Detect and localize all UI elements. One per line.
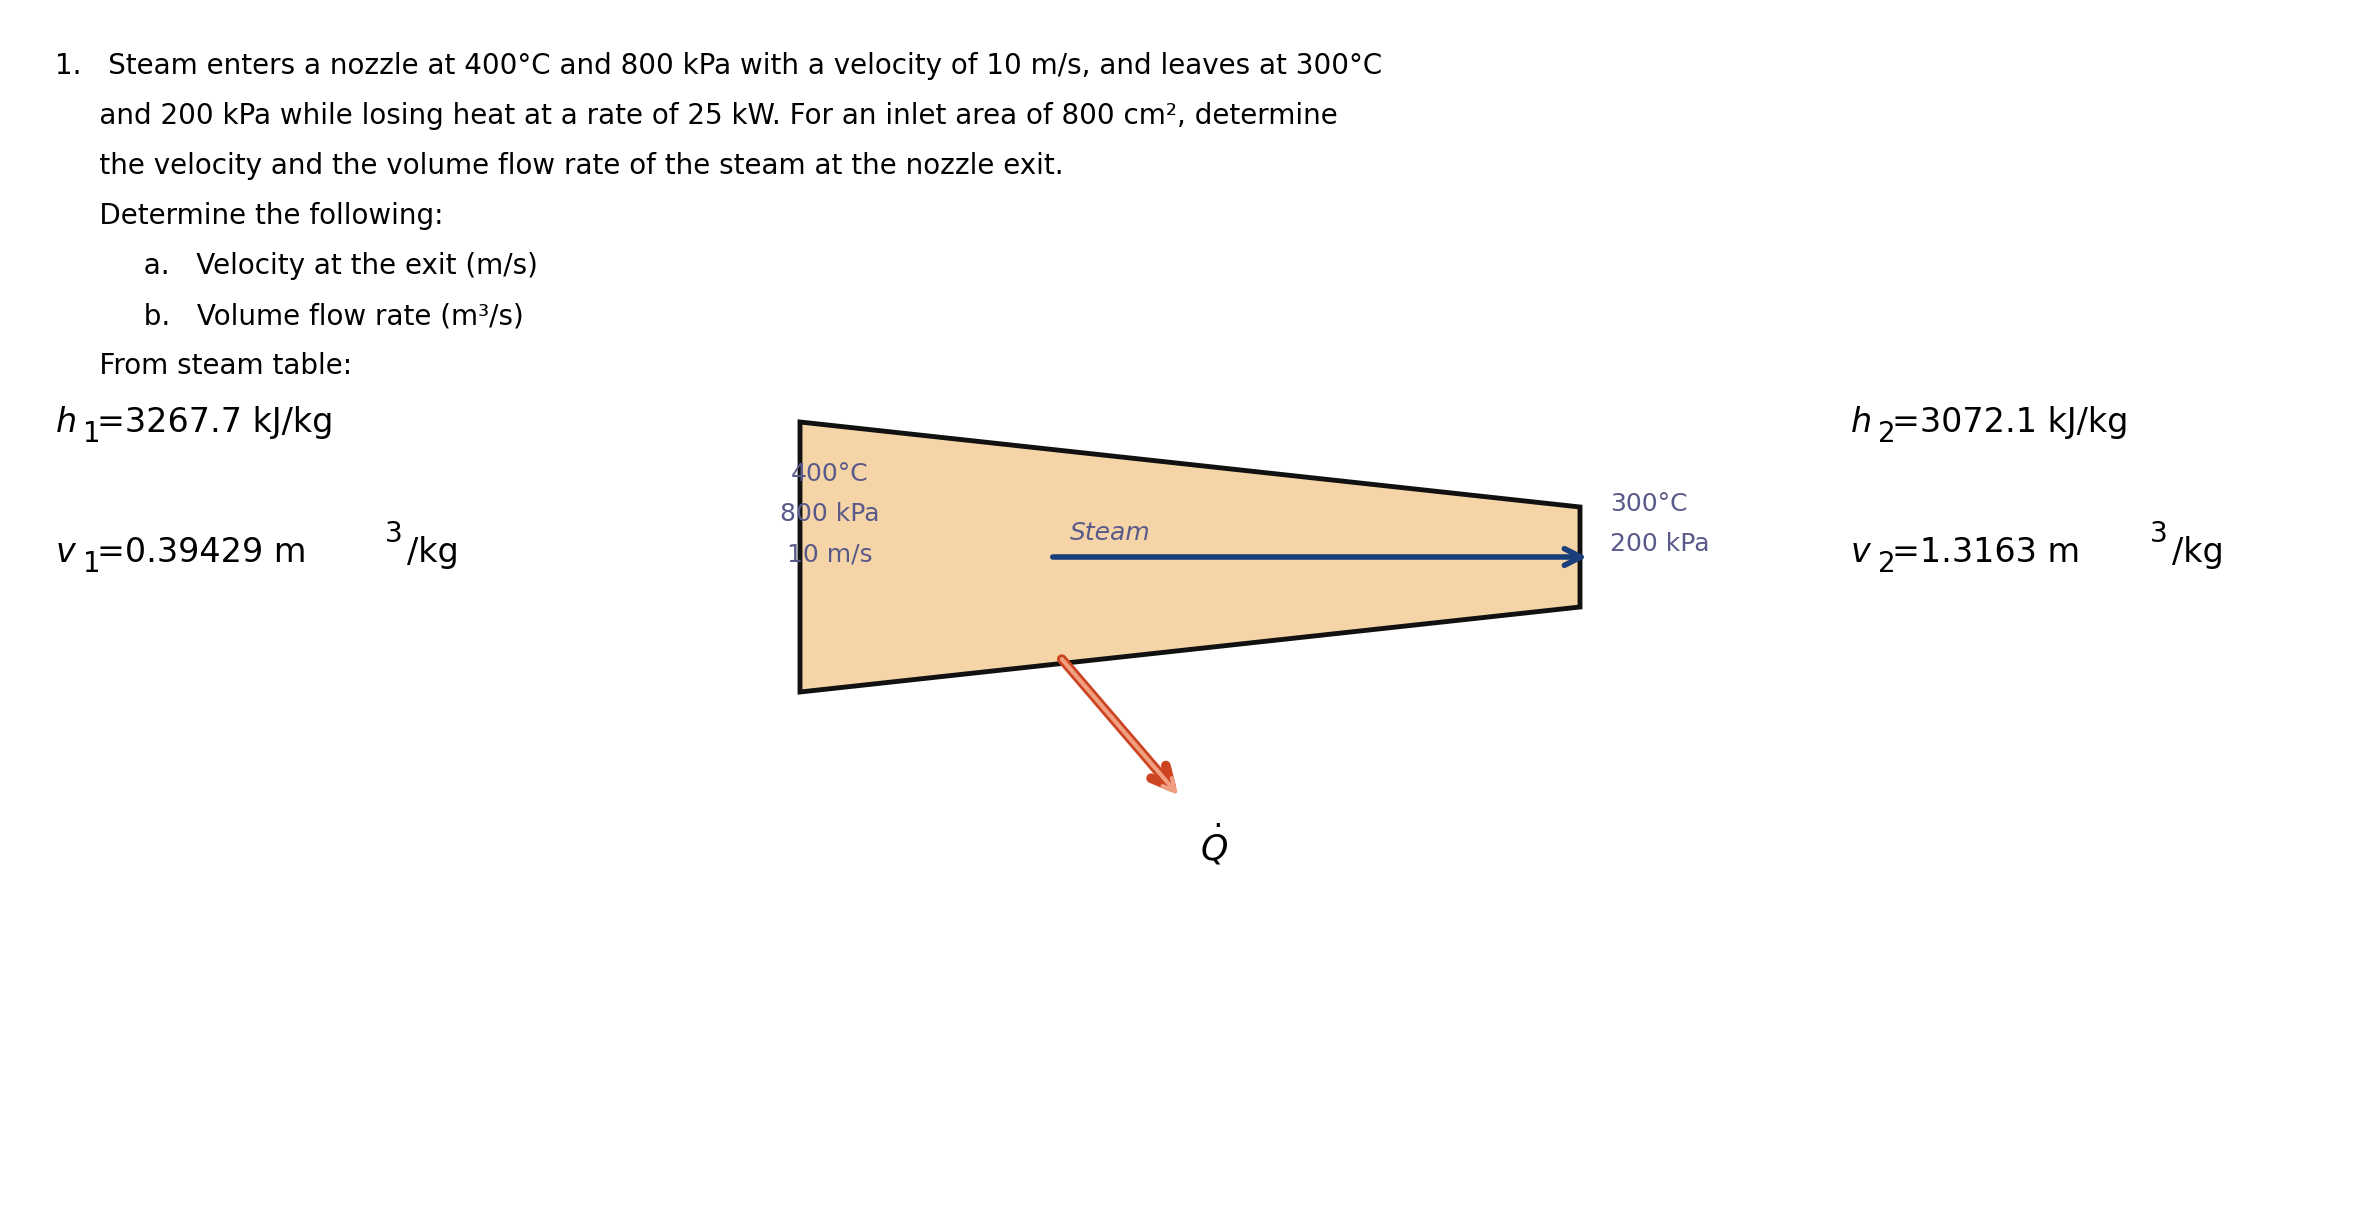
Text: 2: 2: [1878, 550, 1897, 578]
Text: 1: 1: [83, 550, 99, 578]
Text: 800 kPa: 800 kPa: [779, 502, 881, 525]
Text: and 200 kPa while losing heat at a rate of 25 kW. For an inlet area of 800 cm², : and 200 kPa while losing heat at a rate …: [54, 101, 1338, 130]
Text: 1: 1: [83, 420, 99, 448]
Text: 10 m/s: 10 m/s: [786, 543, 874, 566]
Text: the velocity and the volume flow rate of the steam at the nozzle exit.: the velocity and the volume flow rate of…: [54, 152, 1063, 180]
Text: From steam table:: From steam table:: [54, 352, 353, 380]
Text: 3: 3: [2150, 521, 2167, 547]
Text: 2: 2: [1878, 420, 1897, 448]
Text: /kg: /kg: [407, 536, 459, 569]
Text: =3072.1 kJ/kg: =3072.1 kJ/kg: [1892, 406, 2129, 439]
Text: Steam: Steam: [1070, 521, 1151, 545]
Text: 3: 3: [386, 521, 403, 547]
Text: $h$: $h$: [54, 406, 76, 439]
Text: 400°C: 400°C: [791, 462, 869, 486]
Text: /kg: /kg: [2171, 536, 2224, 569]
Text: $v$: $v$: [1849, 536, 1873, 569]
Text: =1.3163 m: =1.3163 m: [1892, 536, 2079, 569]
Text: 1.   Steam enters a nozzle at 400°C and 800 kPa with a velocity of 10 m/s, and l: 1. Steam enters a nozzle at 400°C and 80…: [54, 53, 1383, 79]
Text: a.   Velocity at the exit (m/s): a. Velocity at the exit (m/s): [54, 252, 538, 280]
Text: b.   Volume flow rate (m³/s): b. Volume flow rate (m³/s): [54, 302, 523, 330]
Text: =3267.7 kJ/kg: =3267.7 kJ/kg: [97, 406, 334, 439]
Text: $h$: $h$: [1849, 406, 1871, 439]
Text: =0.39429 m: =0.39429 m: [97, 536, 305, 569]
Text: 200 kPa: 200 kPa: [1610, 532, 1710, 556]
Text: $\dot{Q}$: $\dot{Q}$: [1201, 822, 1229, 868]
Text: $v$: $v$: [54, 536, 78, 569]
Text: 300°C: 300°C: [1610, 492, 1688, 516]
Polygon shape: [800, 422, 1579, 692]
Text: Determine the following:: Determine the following:: [54, 202, 443, 230]
